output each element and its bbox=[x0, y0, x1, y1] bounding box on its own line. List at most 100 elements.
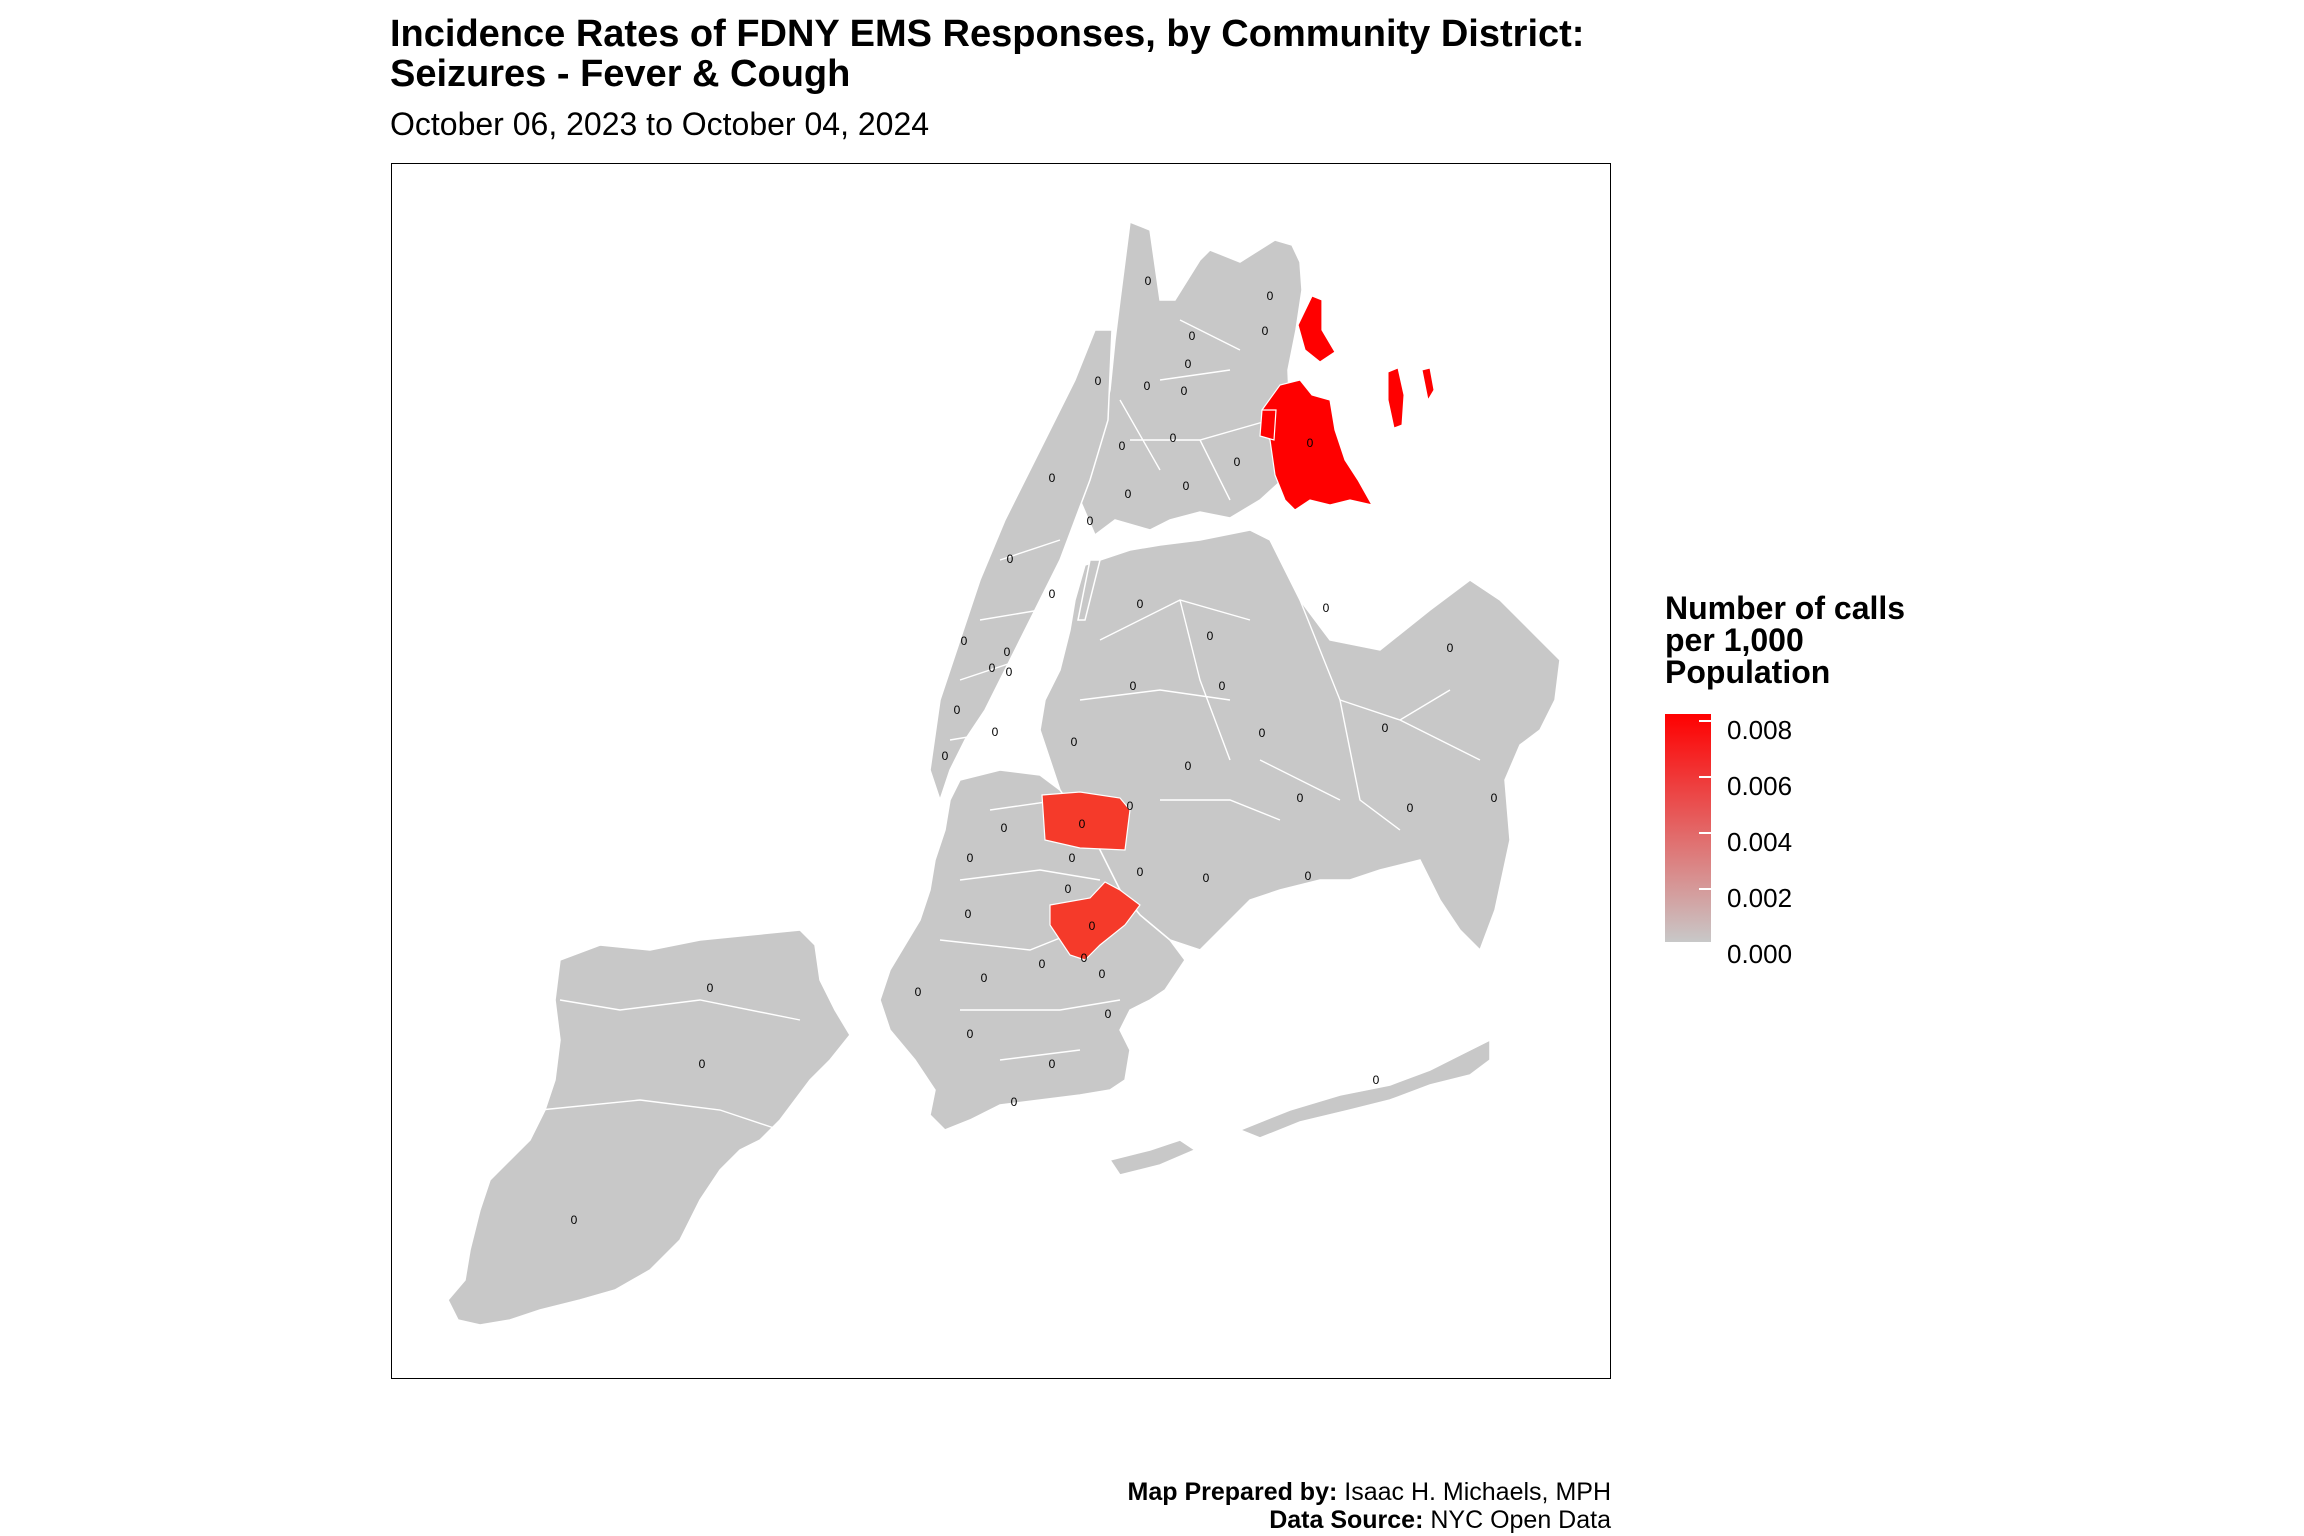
district-label: 0 bbox=[967, 1027, 974, 1041]
brooklyn-highlight-north bbox=[1041, 791, 1131, 851]
legend-label: 0.000 bbox=[1727, 939, 1793, 969]
district-label: 0 bbox=[1181, 384, 1188, 398]
staten-island-labels: 0 0 bbox=[571, 1057, 706, 1227]
district-label-staten-south: 0 bbox=[571, 1213, 578, 1227]
manhattan-borough bbox=[929, 329, 1113, 803]
rockaway-peninsula bbox=[1237, 1038, 1491, 1139]
legend-tick bbox=[1699, 720, 1711, 722]
legend-tick bbox=[1699, 776, 1711, 778]
district-label: 0 bbox=[1297, 791, 1304, 805]
map-subtitle: October 06, 2023 to October 04, 2024 bbox=[390, 106, 930, 142]
district-label: 0 bbox=[1203, 871, 1210, 885]
district-label: 0 bbox=[1119, 439, 1126, 453]
district-label: 0 bbox=[981, 971, 988, 985]
brooklyn-highlight-south bbox=[1049, 881, 1141, 961]
district-label: 0 bbox=[1105, 1007, 1112, 1021]
district-label: 0 bbox=[967, 851, 974, 865]
district-label: 0 bbox=[989, 661, 996, 675]
district-label: 0 bbox=[992, 725, 999, 739]
district-boundaries bbox=[539, 319, 1481, 1131]
district-label: 0 bbox=[1373, 1073, 1380, 1087]
legend-title-line-2: per 1,000 bbox=[1665, 622, 1804, 658]
district-label: 0 bbox=[1185, 357, 1192, 371]
legend-color-bar bbox=[1665, 714, 1711, 942]
title-line-2: Seizures - Fever & Cough bbox=[390, 53, 851, 95]
legend-label: 0.004 bbox=[1727, 827, 1793, 857]
bronx-borough bbox=[1079, 220, 1303, 537]
district-label: 0 bbox=[1095, 374, 1102, 388]
district-label: 0 bbox=[1323, 601, 1330, 615]
district-label: 0 bbox=[1006, 665, 1013, 679]
district-label: 0 bbox=[1207, 629, 1214, 643]
district-label: 0 bbox=[1049, 1057, 1056, 1071]
district-label: 0 bbox=[1127, 799, 1134, 813]
legend-label: 0.008 bbox=[1727, 715, 1793, 745]
district-label: 0 bbox=[1144, 379, 1151, 393]
district-label: 0 bbox=[915, 985, 922, 999]
district-label: 0 bbox=[1407, 801, 1414, 815]
title-line-1: Incidence Rates of FDNY EMS Responses, b… bbox=[390, 13, 1585, 55]
roosevelt-island bbox=[1077, 559, 1101, 621]
district-label: 0 bbox=[1065, 882, 1072, 896]
city-island-highlight bbox=[1387, 367, 1405, 429]
district-label: 0 bbox=[1087, 514, 1094, 528]
district-label: 0 bbox=[1007, 552, 1014, 566]
district-label: 0 bbox=[1170, 431, 1177, 445]
district-label: 0 bbox=[1189, 329, 1196, 343]
district-label: 0 bbox=[1001, 821, 1008, 835]
district-label: 0 bbox=[1307, 436, 1314, 450]
jamaica-bay-island bbox=[1108, 1139, 1197, 1176]
legend-tick bbox=[1699, 832, 1711, 834]
bronx-highlight-south bbox=[1261, 379, 1374, 511]
legend-label: 0.002 bbox=[1727, 883, 1793, 913]
district-label: 0 bbox=[1079, 817, 1086, 831]
caption-prepared-by-label: Map Prepared by: bbox=[1127, 1478, 1338, 1506]
land-areas bbox=[447, 220, 1561, 1326]
district-label: 0 bbox=[1049, 471, 1056, 485]
district-label: 0 bbox=[1234, 455, 1241, 469]
district-label: 0 bbox=[1089, 919, 1096, 933]
map-title: Incidence Rates of FDNY EMS Responses, b… bbox=[390, 14, 1584, 94]
district-label: 0 bbox=[1491, 791, 1498, 805]
district-label: 0 bbox=[1071, 735, 1078, 749]
caption-prepared-by-value: Isaac H. Michaels, MPH bbox=[1337, 1478, 1611, 1506]
caption-data-source-value: NYC Open Data bbox=[1423, 1506, 1611, 1534]
district-label: 0 bbox=[1262, 324, 1269, 338]
legend-title-line-1: Number of calls bbox=[1665, 590, 1906, 626]
caption-data-source: Data Source: NYC Open Data bbox=[1269, 1506, 1611, 1535]
hart-island-highlight bbox=[1421, 367, 1435, 402]
district-label: 0 bbox=[1447, 641, 1454, 655]
district-label: 0 bbox=[1069, 851, 1076, 865]
district-labels: 0 0 0 0 0 0 0 0 0 0 0 0 0 0 0 0 0 0 0 0 … bbox=[707, 274, 1498, 1109]
district-label: 0 bbox=[707, 981, 714, 995]
legend-label: 0.006 bbox=[1727, 771, 1793, 801]
district-label: 0 bbox=[1011, 1095, 1018, 1109]
district-label: 0 bbox=[1049, 587, 1056, 601]
caption-prepared-by: Map Prepared by: Isaac H. Michaels, MPH bbox=[1128, 1478, 1611, 1507]
brooklyn-borough bbox=[879, 769, 1186, 1131]
bronx-highlight-north bbox=[1297, 295, 1336, 363]
district-label: 0 bbox=[1219, 679, 1226, 693]
caption-data-source-label: Data Source: bbox=[1269, 1506, 1424, 1534]
district-label: 0 bbox=[1185, 759, 1192, 773]
legend-tick bbox=[1699, 888, 1711, 890]
district-label: 0 bbox=[1039, 957, 1046, 971]
district-label: 0 bbox=[1137, 597, 1144, 611]
district-label: 0 bbox=[1004, 645, 1011, 659]
map-panel bbox=[391, 163, 1611, 1379]
district-label: 0 bbox=[1081, 951, 1088, 965]
highlighted-districts bbox=[1041, 295, 1435, 961]
district-label: 0 bbox=[942, 749, 949, 763]
staten-island-borough bbox=[447, 929, 851, 1326]
district-label: 0 bbox=[1099, 967, 1106, 981]
district-label: 0 bbox=[1305, 869, 1312, 883]
district-label: 0 bbox=[1130, 679, 1137, 693]
district-label: 0 bbox=[1382, 721, 1389, 735]
district-label: 0 bbox=[1145, 274, 1152, 288]
district-label: 0 bbox=[954, 703, 961, 717]
district-label: 0 bbox=[1137, 865, 1144, 879]
district-label: 0 bbox=[1267, 289, 1274, 303]
bronx-highlight-west bbox=[1259, 409, 1277, 441]
district-label: 0 bbox=[1125, 487, 1132, 501]
